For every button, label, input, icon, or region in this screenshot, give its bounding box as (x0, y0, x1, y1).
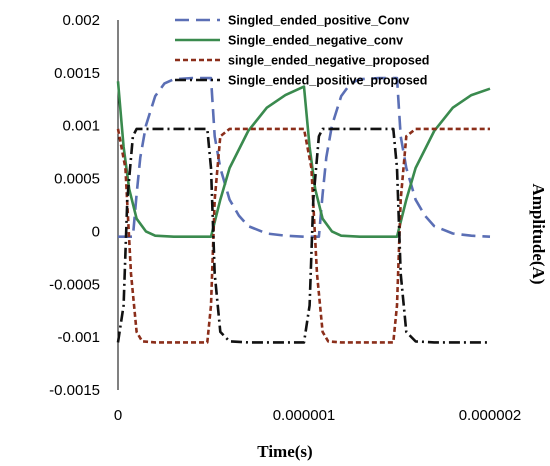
y-tick-label: -0.0015 (49, 382, 100, 399)
legend: Singled_ended_positive_Conv Single_ended_… (175, 14, 429, 88)
y-axis-label: Amplitude(A) (529, 183, 548, 284)
x-tick-label: 0 (114, 407, 122, 424)
y-tick-label: -0.001 (57, 329, 100, 346)
x-tick-label: 0.000002 (459, 407, 522, 424)
y-tick-label: 0 (92, 223, 100, 240)
x-tick-label: 0.000001 (273, 407, 336, 424)
y-tick-label: 0.0005 (54, 171, 100, 188)
legend-label: Singled_ended_positive_Conv (228, 14, 409, 28)
series-line-2 (116, 81, 491, 238)
axes: 0.002 0.0015 0.001 0.0005 0 -0.0005 -0.001 -0.0… (49, 12, 521, 424)
legend-label: single_ended_negative_proposed (228, 54, 429, 68)
x-axis-label: Time(s) (257, 442, 312, 461)
y-tick-label: 0.001 (62, 118, 100, 135)
legend-label: Single_ended_negative_conv (228, 34, 403, 48)
y-tick-label: 0.002 (62, 12, 100, 29)
y-tick-label: 0.0015 (54, 65, 100, 82)
series-line-3 (116, 127, 490, 344)
series-line-4 (116, 127, 490, 344)
legend-label: Single_ended_positive_proposed (228, 74, 427, 88)
series-lines (116, 76, 491, 344)
series-line-1 (118, 76, 491, 238)
y-tick-label: -0.0005 (49, 276, 100, 293)
